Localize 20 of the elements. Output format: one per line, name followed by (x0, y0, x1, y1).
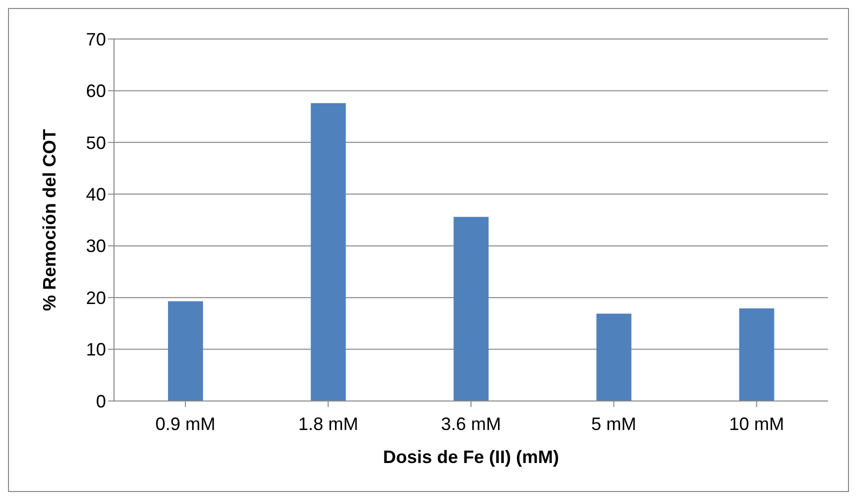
bar (454, 216, 489, 401)
x-tick-label: 10 mM (729, 414, 784, 434)
bar (168, 301, 203, 401)
y-tick-label: 30 (86, 236, 106, 256)
x-tick-label: 0.9 mM (155, 414, 216, 434)
y-tick-label: 0 (96, 391, 106, 412)
y-tick-label: 40 (86, 184, 106, 205)
x-axis-title: Dosis de Fe (II) (mM) (382, 447, 560, 467)
y-axis-title: % Remoción del COT (39, 128, 60, 312)
y-tick-label: 10 (86, 340, 106, 360)
y-tick-label: 20 (86, 288, 106, 308)
x-tick-label: 1.8 mM (298, 414, 358, 434)
y-tick-label: 50 (86, 132, 106, 153)
y-tick-label: 70 (86, 29, 106, 50)
bar (596, 314, 632, 401)
y-tick-label: 60 (86, 81, 106, 102)
bar (739, 308, 774, 401)
x-tick-label: 3.6 mM (440, 414, 502, 434)
x-tick-label: 5 mM (591, 414, 636, 434)
bar (310, 103, 346, 401)
